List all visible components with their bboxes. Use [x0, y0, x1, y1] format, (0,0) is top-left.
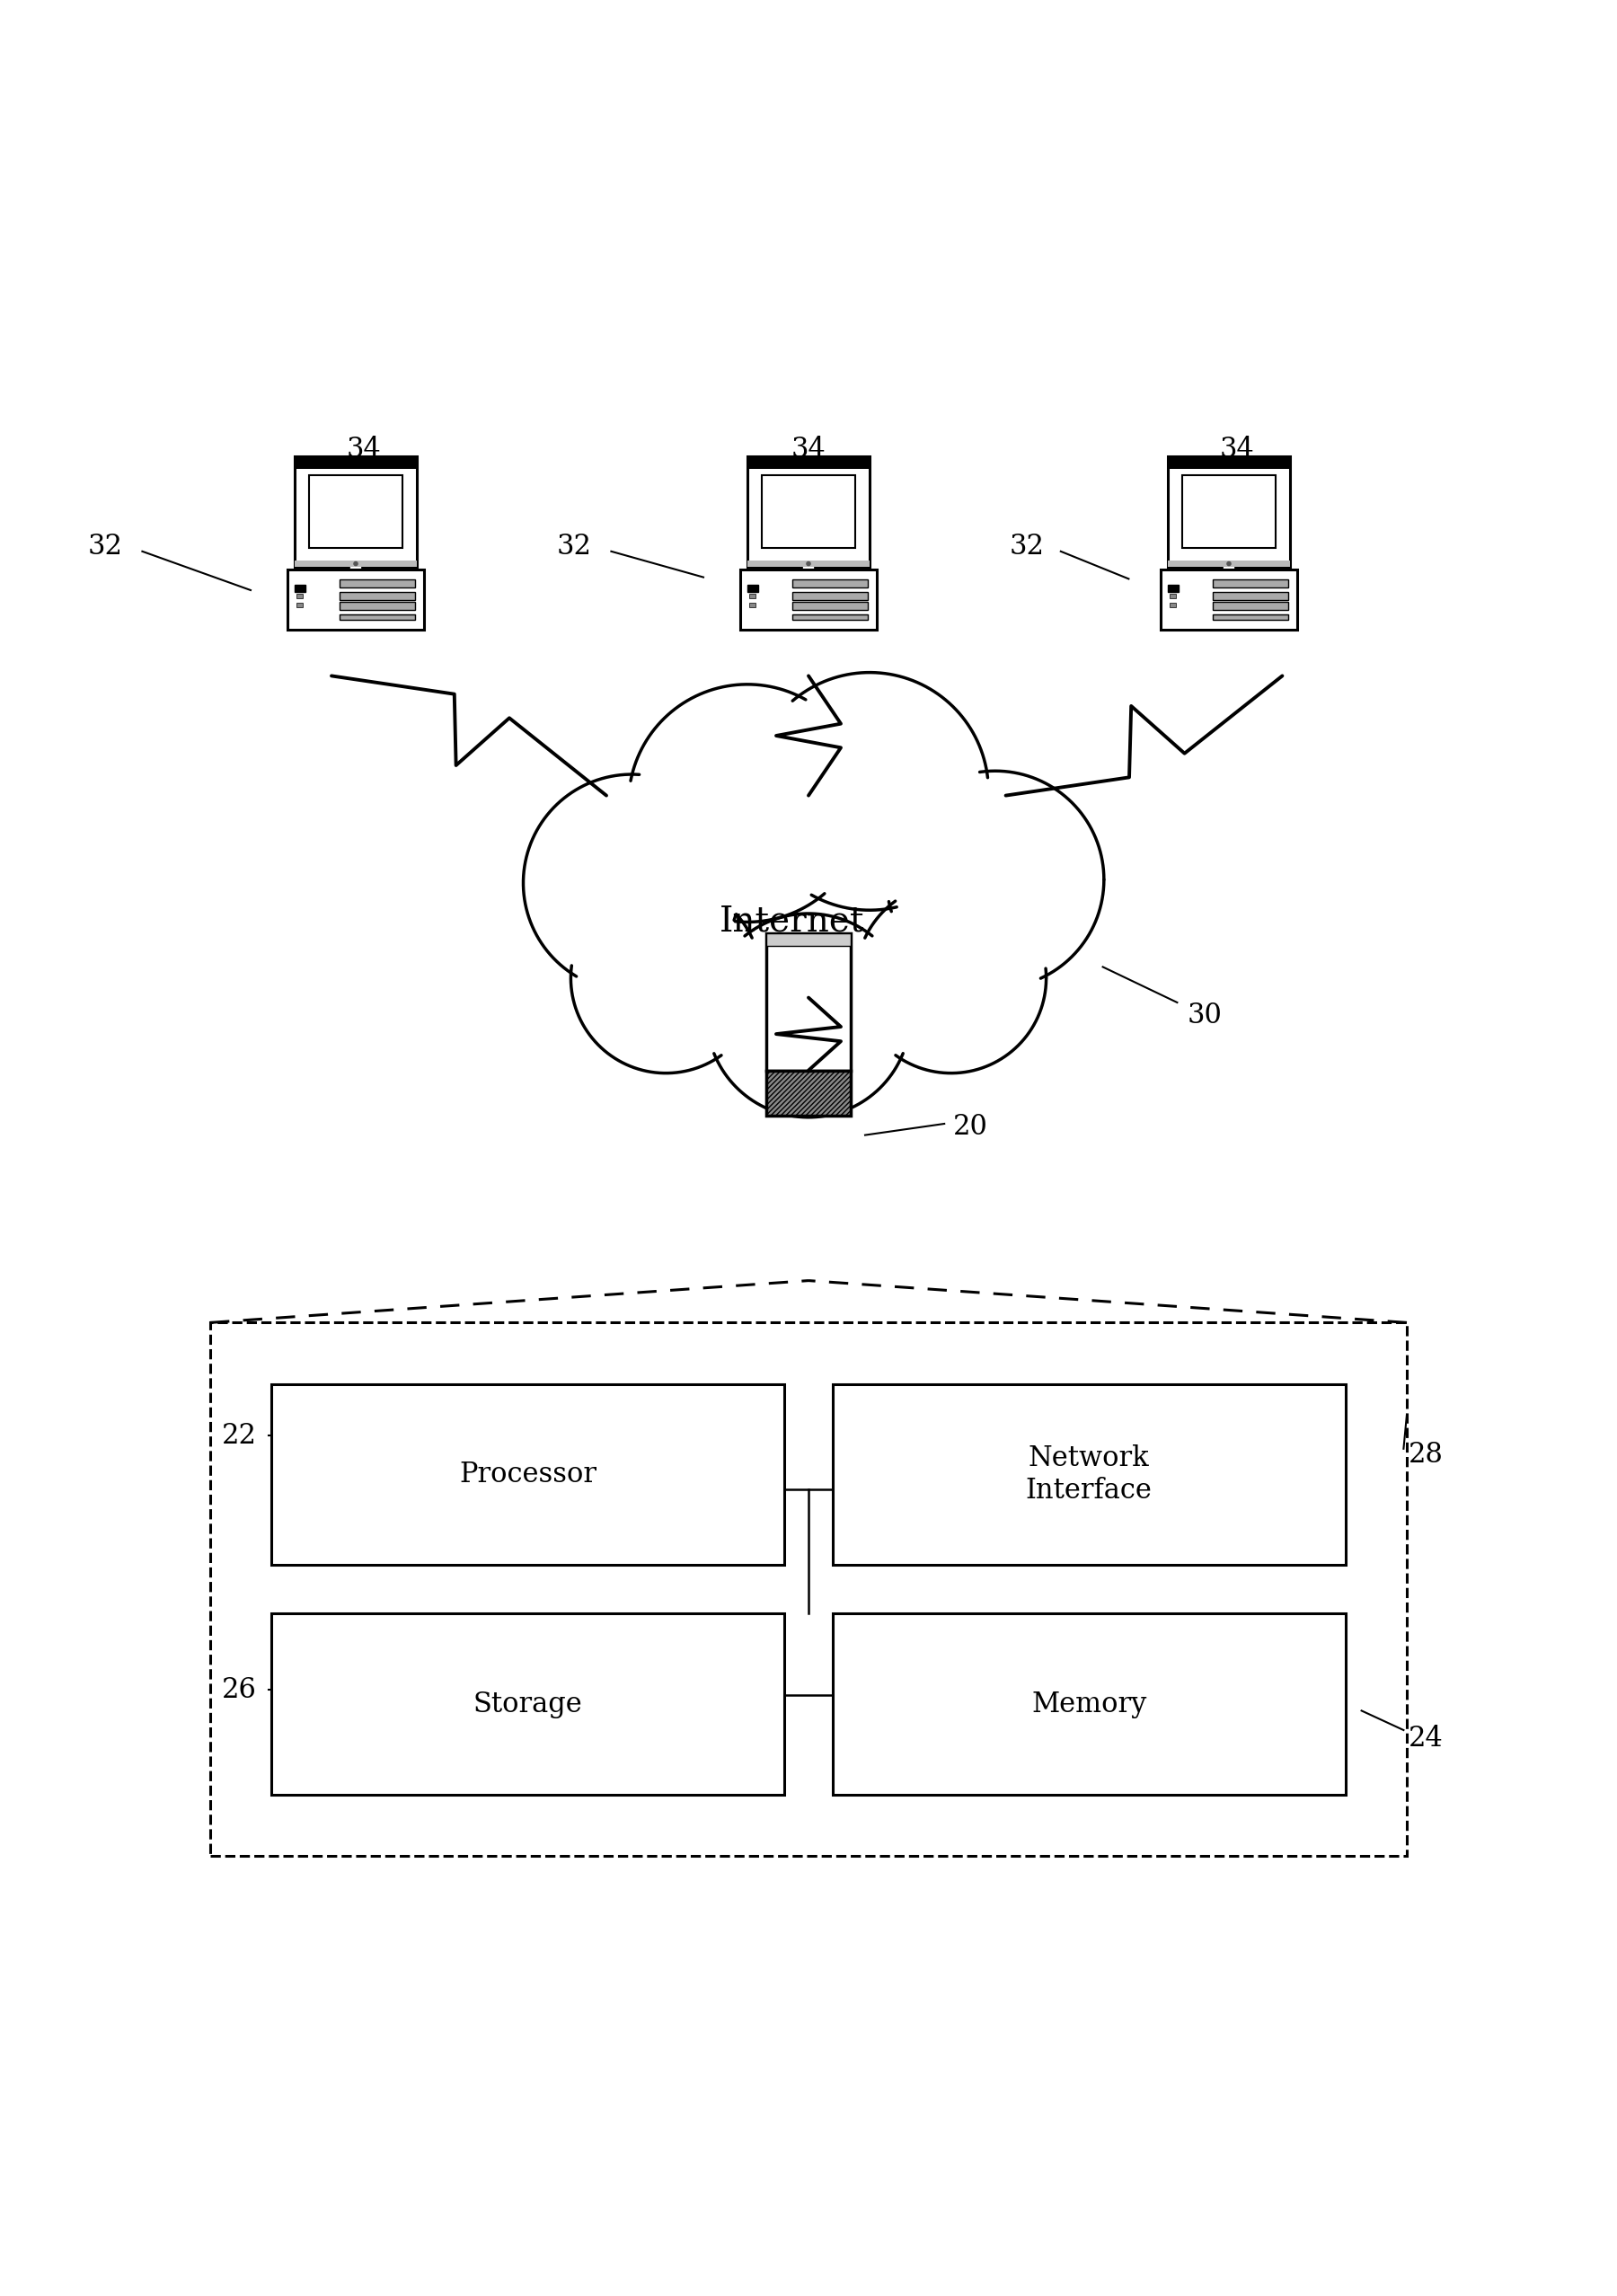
Text: Network
Interface: Network Interface [1025, 1444, 1153, 1504]
Circle shape [571, 884, 762, 1072]
Text: Processor: Processor [459, 1460, 597, 1488]
Text: 22: 22 [222, 1421, 257, 1449]
FancyBboxPatch shape [1167, 457, 1290, 567]
Text: 32: 32 [1009, 533, 1045, 560]
FancyBboxPatch shape [1213, 613, 1287, 620]
Text: Memory: Memory [1032, 1690, 1146, 1717]
FancyBboxPatch shape [766, 1070, 851, 1116]
Text: 24: 24 [1408, 1724, 1444, 1752]
Circle shape [629, 684, 867, 923]
Circle shape [886, 771, 1104, 987]
FancyBboxPatch shape [1213, 592, 1287, 599]
Text: 26: 26 [222, 1676, 257, 1704]
FancyBboxPatch shape [294, 560, 417, 567]
FancyBboxPatch shape [272, 1384, 784, 1566]
FancyBboxPatch shape [1169, 595, 1176, 599]
FancyBboxPatch shape [349, 565, 362, 569]
FancyBboxPatch shape [741, 569, 876, 629]
Text: 32: 32 [87, 533, 123, 560]
FancyBboxPatch shape [1167, 585, 1179, 592]
FancyBboxPatch shape [288, 569, 424, 629]
FancyBboxPatch shape [766, 932, 851, 946]
Text: 34: 34 [346, 436, 382, 464]
FancyBboxPatch shape [833, 1384, 1345, 1566]
FancyBboxPatch shape [272, 1614, 784, 1795]
FancyBboxPatch shape [340, 592, 414, 599]
FancyBboxPatch shape [833, 1614, 1345, 1795]
Text: 34: 34 [791, 436, 826, 464]
Circle shape [707, 914, 910, 1118]
FancyBboxPatch shape [747, 457, 870, 567]
FancyBboxPatch shape [1161, 569, 1297, 629]
FancyBboxPatch shape [749, 602, 755, 606]
FancyBboxPatch shape [294, 457, 417, 567]
FancyBboxPatch shape [296, 602, 302, 606]
FancyBboxPatch shape [1222, 565, 1235, 569]
Text: 32: 32 [556, 533, 592, 560]
Text: 20: 20 [952, 1114, 988, 1141]
FancyBboxPatch shape [1213, 602, 1287, 611]
FancyBboxPatch shape [792, 592, 867, 599]
Circle shape [1227, 563, 1231, 565]
FancyBboxPatch shape [792, 579, 867, 588]
Circle shape [354, 563, 357, 565]
FancyBboxPatch shape [296, 595, 302, 599]
Text: 34: 34 [1219, 436, 1255, 464]
FancyBboxPatch shape [747, 560, 870, 567]
FancyBboxPatch shape [1167, 560, 1290, 567]
Circle shape [750, 673, 988, 909]
Circle shape [524, 774, 741, 992]
Text: Storage: Storage [474, 1690, 582, 1717]
Text: 28: 28 [1408, 1442, 1444, 1469]
FancyBboxPatch shape [1213, 579, 1287, 588]
FancyBboxPatch shape [747, 585, 758, 592]
Circle shape [855, 884, 1046, 1072]
Text: Internet: Internet [720, 905, 865, 939]
FancyBboxPatch shape [747, 457, 870, 468]
FancyBboxPatch shape [294, 457, 417, 468]
Circle shape [807, 563, 810, 565]
FancyBboxPatch shape [762, 475, 855, 549]
FancyBboxPatch shape [294, 585, 306, 592]
FancyBboxPatch shape [309, 475, 403, 549]
FancyBboxPatch shape [792, 602, 867, 611]
Text: 30: 30 [1187, 1001, 1222, 1029]
FancyBboxPatch shape [802, 565, 815, 569]
FancyBboxPatch shape [340, 579, 414, 588]
FancyBboxPatch shape [749, 595, 755, 599]
FancyBboxPatch shape [1169, 602, 1176, 606]
FancyBboxPatch shape [1167, 457, 1290, 468]
FancyBboxPatch shape [792, 613, 867, 620]
FancyBboxPatch shape [1182, 475, 1276, 549]
FancyBboxPatch shape [340, 613, 414, 620]
FancyBboxPatch shape [766, 932, 851, 1070]
FancyBboxPatch shape [340, 602, 414, 611]
